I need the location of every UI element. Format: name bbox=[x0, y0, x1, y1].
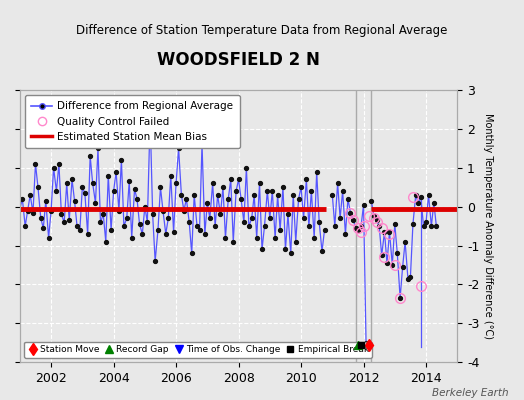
Text: Difference of Station Temperature Data from Regional Average: Difference of Station Temperature Data f… bbox=[77, 24, 447, 37]
Y-axis label: Monthly Temperature Anomaly Difference (°C): Monthly Temperature Anomaly Difference (… bbox=[483, 113, 493, 339]
Title: WOODSFIELD 2 N: WOODSFIELD 2 N bbox=[157, 51, 320, 69]
Text: Berkeley Earth: Berkeley Earth bbox=[432, 388, 508, 398]
Legend: Station Move, Record Gap, Time of Obs. Change, Empirical Break: Station Move, Record Gap, Time of Obs. C… bbox=[25, 342, 372, 358]
